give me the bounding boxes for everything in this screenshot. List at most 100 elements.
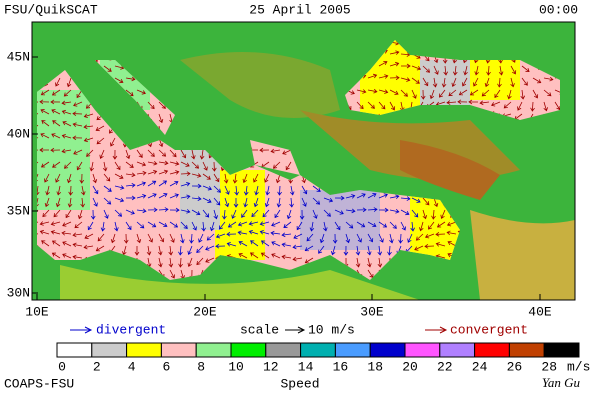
wind-arrow: [114, 197, 125, 203]
lat-label: 40N: [7, 126, 30, 141]
wind-arrow: [103, 209, 109, 219]
wind-arrow: [510, 65, 517, 75]
wind-arrow: [136, 221, 145, 229]
wind-arrow: [238, 253, 248, 259]
wind-arrow: [40, 109, 50, 115]
colorbar-label: 12: [263, 359, 279, 374]
wind-arrow: [226, 242, 237, 247]
wind-arrow: [272, 161, 281, 169]
wind-arrow: [103, 197, 112, 205]
wind-arrow: [289, 197, 294, 208]
wind-arrow: [103, 185, 112, 192]
colorbar-swatch: [56, 342, 93, 358]
wind-arrow: [62, 241, 72, 247]
wind-arrow: [103, 65, 112, 72]
wind-arrow: [433, 65, 439, 75]
wind-arrow: [50, 147, 61, 153]
wind-arrow: [400, 77, 411, 82]
wind-arrow: [125, 161, 134, 168]
wind-arrow: [451, 77, 457, 88]
wind-arrow: [61, 133, 72, 139]
wind-arrow: [484, 77, 490, 88]
wind-arrow: [448, 89, 457, 97]
wind-arrow: [281, 242, 292, 248]
wind-arrow: [356, 207, 367, 213]
wind-arrow: [77, 209, 83, 220]
wind-arrow: [158, 169, 169, 175]
wind-arrow: [497, 77, 502, 88]
wind-arrow: [312, 197, 321, 205]
wind-arrow: [411, 89, 417, 99]
wind-arrow: [136, 149, 143, 158]
wind-arrow: [299, 209, 305, 220]
wind-arrow: [202, 209, 210, 218]
wind-arrow: [264, 197, 270, 208]
wind-arrow: [51, 109, 61, 115]
wind-arrow: [112, 149, 118, 160]
wind-arrow: [259, 147, 270, 153]
wind-arrow: [355, 245, 361, 256]
lon-label: 10E: [25, 304, 49, 319]
wind-arrow: [169, 161, 180, 166]
wind-arrow: [199, 149, 205, 160]
wind-arrow: [40, 161, 50, 168]
header-date: 25 April 2005: [249, 2, 350, 17]
wind-arrow: [114, 209, 123, 217]
wind-arrow: [196, 245, 204, 254]
wind-arrow: [231, 209, 237, 219]
colorbar-swatch: [195, 342, 232, 358]
wind-arrow: [389, 75, 400, 81]
wind-arrow: [50, 230, 61, 235]
wind-arrow: [180, 194, 191, 200]
wind-arrow: [180, 149, 187, 159]
wind-arrow: [463, 65, 468, 76]
wind-arrow: [37, 185, 40, 196]
wind-arrow: [378, 60, 388, 67]
wind-arrow: [312, 185, 321, 192]
wind-arrow: [178, 245, 183, 256]
wind-arrow: [398, 233, 403, 244]
wind-arrow: [389, 61, 400, 67]
wind-arrow: [422, 65, 431, 73]
wind-arrow: [147, 180, 157, 187]
colorbar-label: 20: [402, 359, 418, 374]
wind-arrow: [345, 233, 351, 244]
wind-arrow: [356, 221, 366, 228]
wind-arrow: [233, 197, 239, 208]
wind-arrow: [521, 65, 530, 73]
wind-arrow: [41, 120, 50, 127]
wind-arrow: [414, 245, 424, 251]
wind-arrow: [441, 77, 447, 88]
wind-arrow: [270, 230, 281, 236]
wind-arrow: [39, 221, 50, 226]
wind-arrow: [39, 229, 50, 235]
wind-arrow: [530, 101, 535, 112]
wind-arrow: [125, 221, 132, 231]
lon-label: 20E: [193, 304, 217, 319]
colorbar-swatch: [160, 342, 197, 358]
wind-arrow: [61, 148, 72, 154]
wind-arrow: [158, 257, 163, 268]
wind-arrow: [61, 100, 72, 106]
wind-arrow: [458, 89, 468, 96]
wind-arrow: [191, 183, 202, 189]
wind-arrow: [411, 77, 420, 84]
wind-arrow: [191, 149, 196, 160]
wind-arrow: [191, 161, 200, 169]
wind-arrow: [446, 221, 457, 227]
wind-arrow: [319, 233, 325, 244]
wind-arrow: [169, 207, 180, 213]
wind-arrow: [202, 173, 211, 180]
colorbar-label: 26: [507, 359, 523, 374]
wind-arrow: [41, 240, 50, 247]
wind-arrow: [53, 209, 61, 218]
wind-arrow: [259, 230, 270, 235]
wind-arrow: [73, 101, 83, 107]
wind-arrow: [56, 185, 62, 196]
wind-arrow: [168, 257, 174, 268]
wind-arrow: [389, 101, 396, 111]
wind-arrow: [180, 221, 188, 229]
wind-arrow: [422, 209, 428, 220]
wind-arrow: [481, 89, 490, 97]
wind-arrow: [378, 221, 388, 228]
